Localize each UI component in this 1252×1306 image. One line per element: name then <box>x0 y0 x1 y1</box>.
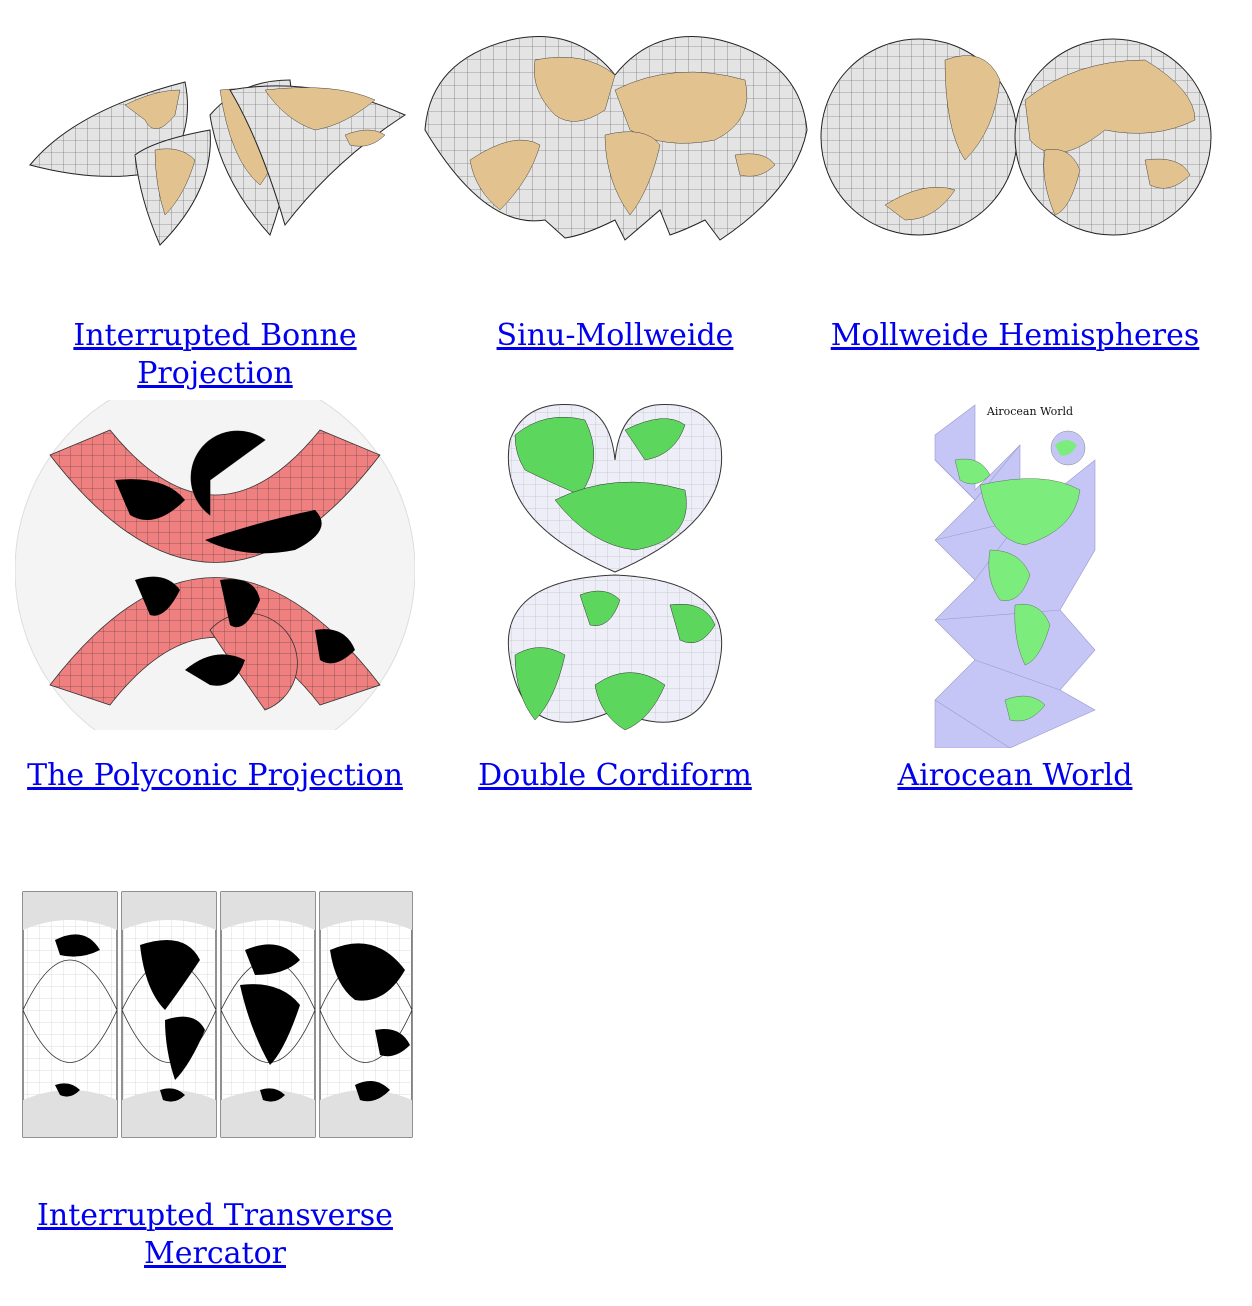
airocean-world-link[interactable]: Airocean World <box>897 758 1133 793</box>
double-cordiform-thumbnail[interactable] <box>415 400 815 748</box>
interrupted-bonne-thumbnail[interactable] <box>15 20 415 260</box>
gallery-item-mollweide-hemispheres: Mollweide Hemispheres <box>815 20 1215 395</box>
airocean-thumb-title: Airocean World <box>986 405 1073 418</box>
sinu-mollweide-caption: Sinu-Mollweide <box>415 317 815 355</box>
interrupted-transverse-mercator-thumbnail[interactable] <box>15 890 415 1140</box>
double-cordiform-caption: Double Cordiform <box>415 757 815 795</box>
airocean-world-thumbnail[interactable]: Airocean World <box>815 400 1215 748</box>
mollweide-hemispheres-thumbnail[interactable] <box>815 20 1215 260</box>
gallery-item-double-cordiform: Double Cordiform <box>415 400 815 800</box>
airocean-world-caption: Airocean World <box>815 757 1215 795</box>
interrupted-bonne-caption: Interrupted Bonne Projection <box>15 317 415 393</box>
interrupted-bonne-link[interactable]: Interrupted Bonne Projection <box>73 318 357 391</box>
mollweide-hemispheres-link[interactable]: Mollweide Hemispheres <box>830 318 1200 353</box>
sinu-mollweide-thumbnail[interactable] <box>415 20 815 260</box>
gallery-item-interrupted-transverse-mercator: Interrupted Transverse Mercator <box>15 885 415 1285</box>
polyconic-caption: The Polyconic Projection <box>15 757 415 795</box>
mollweide-hemispheres-caption: Mollweide Hemispheres <box>815 317 1215 355</box>
polyconic-link[interactable]: The Polyconic Projection <box>27 758 403 793</box>
sinu-mollweide-link[interactable]: Sinu-Mollweide <box>496 318 734 353</box>
gallery-item-airocean-world: Airocean World Airocean World <box>815 400 1215 800</box>
interrupted-transverse-mercator-link[interactable]: Interrupted Transverse Mercator <box>37 1198 393 1271</box>
polyconic-thumbnail[interactable] <box>15 400 415 730</box>
gallery-item-interrupted-bonne: Interrupted Bonne Projection <box>15 20 415 395</box>
gallery-item-sinu-mollweide: Sinu-Mollweide <box>415 20 815 395</box>
double-cordiform-link[interactable]: Double Cordiform <box>478 758 752 793</box>
gallery-item-polyconic: The Polyconic Projection <box>15 400 415 800</box>
interrupted-transverse-mercator-caption: Interrupted Transverse Mercator <box>15 1197 415 1273</box>
